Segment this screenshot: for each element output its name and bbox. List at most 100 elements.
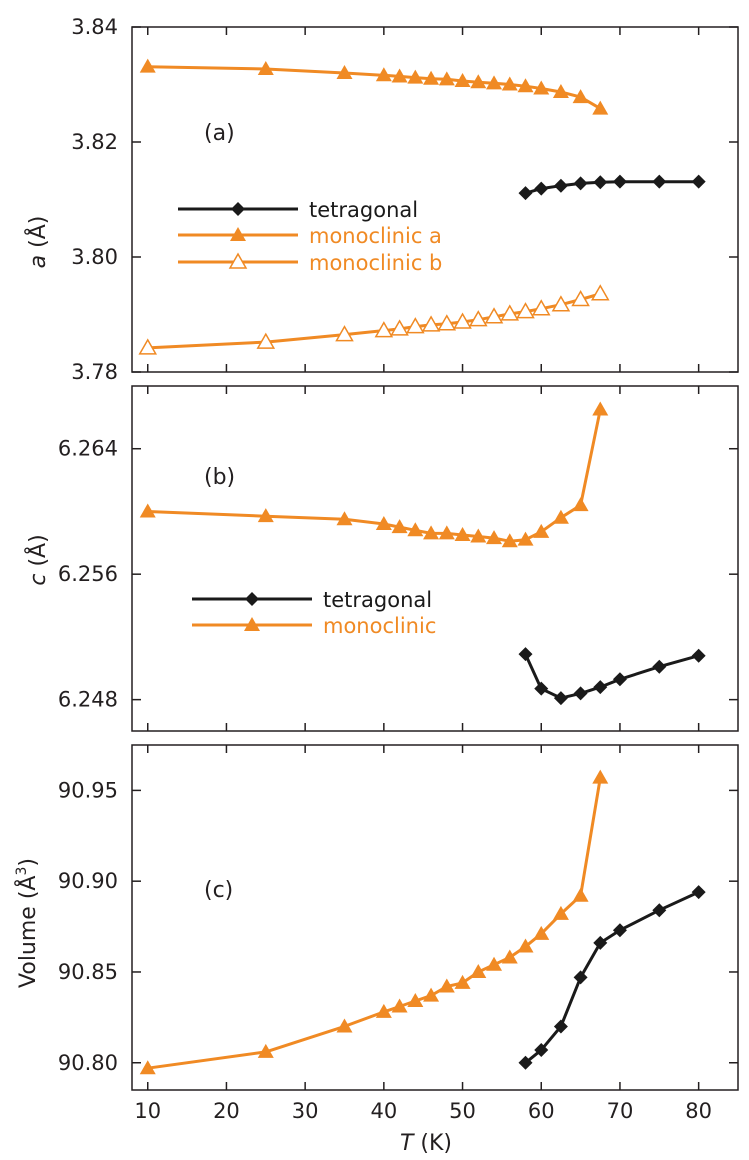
panel-c-y-tick-label: 90.80: [58, 1051, 118, 1075]
panel-a-tetragonal-point: [534, 181, 549, 196]
panel-c-monoclinic-point: [517, 938, 534, 953]
panel-b-tetragonal-point: [652, 659, 667, 674]
panel-a-y-tick-label: 3.84: [71, 15, 118, 39]
x-tick-labels: 10 20 30 40 50 60 70 80: [134, 1099, 712, 1123]
panel-c-tetragonal-line: [524, 890, 700, 1064]
panel-c-tetragonal-point: [534, 1043, 549, 1058]
legend-a-monoclinic-a-label: monoclinic a: [309, 224, 442, 248]
panel-b-label: (b): [204, 465, 235, 490]
panel-c-monoclinic-point: [592, 769, 609, 784]
panel-b-monoclinic-point: [336, 511, 353, 526]
panel-a-monoclinic-a-point: [423, 70, 440, 85]
legend-b-tetragonal-label: tetragonal: [323, 588, 432, 612]
panel-a-monoclinic-b-point: [590, 284, 610, 301]
panel-c-monoclinic-point: [423, 987, 440, 1002]
panel-b-monoclinic-point: [454, 526, 471, 541]
panel-c-monoclinic-point: [552, 905, 569, 920]
panel-a-monoclinic-b-point: [421, 315, 441, 332]
panel-a-tetragonal-point: [612, 174, 627, 189]
panel-b-ticks: 6.248 6.256 6.264: [58, 386, 738, 731]
panel-b-monoclinic-point: [139, 503, 156, 518]
panel-c-y-tick-label: 90.90: [58, 869, 118, 893]
panel-a-monoclinic-a-point: [407, 69, 424, 84]
panel-c-monoclinic-point: [375, 1003, 392, 1018]
panel-a-monoclinic-a-line: [147, 65, 602, 110]
panel-c-tetragonal-point: [612, 923, 627, 938]
legend-a-monoclinic-b-marker: [228, 252, 248, 269]
panel-a-monoclinic-a-point: [336, 65, 353, 79]
x-tick-label: 20: [213, 1099, 240, 1123]
panel-b-y-tick-label: 6.248: [58, 688, 118, 712]
panel-c-y-tick-label: 90.95: [58, 778, 118, 802]
panel-c: 90.80 90.85 90.90 90.95 Volume (Å3) (c): [14, 744, 739, 1091]
legend-a-tetragonal-marker: [231, 202, 245, 216]
panel-a-monoclinic-a-point: [438, 71, 455, 86]
panel-a-tetragonal-point: [553, 178, 568, 193]
panel-b-monoclinic-point: [552, 509, 569, 524]
panel-a-tetragonal-point: [518, 186, 533, 201]
panel-c-label: (c): [204, 878, 233, 903]
panel-a-monoclinic-b-point: [138, 338, 158, 355]
panel-b-monoclinic-point: [375, 516, 392, 530]
panel-a-monoclinic-b-point: [437, 314, 457, 331]
x-tick-label: 70: [607, 1099, 634, 1123]
panel-a-monoclinic-a-point: [486, 75, 503, 90]
panel-c-monoclinic-point: [572, 887, 589, 902]
panel-c-ticks: 90.80 90.85 90.90 90.95: [58, 745, 738, 1090]
panel-a-monoclinic-b-point: [453, 312, 472, 329]
panel-c-monoclinic-point: [533, 925, 550, 940]
panel-b-monoclinic-point: [438, 525, 455, 540]
x-tick-label: 40: [370, 1099, 397, 1123]
panel-a-monoclinic-b-point: [406, 317, 425, 334]
panel-a-ticks: 3.78 3.80 3.82 3.84: [71, 15, 738, 384]
panel-b-monoclinic-point: [592, 401, 609, 416]
panel-a: 3.78 3.80 3.82 3.84 a (Å) (a) tetragonal mo…: [24, 15, 739, 384]
panel-b-tetragonal-point: [573, 686, 588, 701]
panel-a-monoclinic-a-point: [470, 74, 487, 89]
panel-b-tetragonal-point: [553, 691, 568, 706]
x-tick-label: 80: [685, 1099, 712, 1123]
panel-b-y-label: c (Å): [24, 534, 51, 585]
x-tick-label: 50: [449, 1099, 476, 1123]
legend-b-tetragonal: tetragonal: [192, 588, 432, 612]
panel-c-tetragonal-point: [553, 1019, 568, 1034]
panel-a-monoclinic-a-point: [454, 73, 471, 88]
panel-a-legend: tetragonal monoclinic a monoclinic b: [178, 198, 442, 275]
panel-c-tetragonal-point: [691, 885, 706, 900]
panel-c-monoclinic-point: [470, 963, 487, 978]
panel-a-monoclinic-b-point: [531, 299, 551, 316]
panel-a-frame: [131, 26, 739, 373]
panel-a-monoclinic-a-point: [501, 76, 518, 91]
legend-a-tetragonal-label: tetragonal: [309, 198, 418, 222]
panel-c-y-tick-label: 90.85: [58, 960, 118, 984]
panel-b-tetragonal-line: [524, 653, 700, 700]
panel-b-frame: [131, 385, 739, 732]
panel-a-tetragonal-point: [691, 174, 706, 189]
panel-b-monoclinic-point: [501, 533, 518, 548]
panel-a-monoclinic-b-point: [468, 310, 488, 327]
panel-a-monoclinic-b-point: [256, 332, 276, 349]
panel-b-tetragonal-point: [534, 681, 549, 696]
panel-b-y-tick-label: 6.256: [58, 562, 118, 586]
panel-c-frame: [131, 744, 739, 1091]
panel-c-monoclinic-point: [454, 974, 471, 989]
legend-a-monoclinic-a-marker: [230, 227, 246, 241]
panel-a-monoclinic-a-point: [391, 68, 408, 83]
panel-b-series: [139, 401, 706, 706]
panel-b-monoclinic-point: [257, 508, 274, 523]
panel-c-monoclinic-point: [407, 993, 424, 1008]
panel-c-monoclinic-point: [257, 1043, 274, 1058]
panel-b-monoclinic-point: [486, 530, 503, 545]
panel-a-tetragonal-point: [652, 174, 667, 189]
panel-a-monoclinic-b-point: [516, 302, 535, 319]
panel-a-monoclinic-b-point: [551, 295, 571, 312]
panel-a-y-tick-label: 3.78: [71, 360, 118, 384]
x-tick-label: 10: [134, 1099, 161, 1123]
panel-c-series: [139, 769, 706, 1075]
panel-a-y-tick-label: 3.80: [71, 245, 118, 269]
panel-b-legend: tetragonal monoclinic: [192, 588, 436, 638]
panel-b-monoclinic-point: [517, 531, 534, 546]
legend-b-monoclinic-marker: [244, 617, 260, 631]
panel-c-tetragonal-point: [593, 935, 608, 950]
panel-a-tetragonal-point: [593, 175, 608, 190]
